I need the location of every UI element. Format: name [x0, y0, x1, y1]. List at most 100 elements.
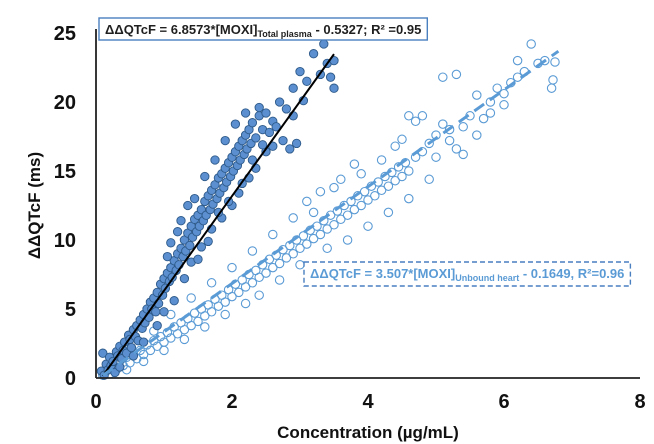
filled-data-point [264, 127, 275, 138]
fit-line-2 [101, 49, 560, 377]
x-axis-title: Concentration (µg/mL) [277, 423, 459, 442]
open-data-point [138, 349, 149, 360]
open-data-point [336, 174, 346, 185]
open-data-point [376, 185, 387, 196]
open-data-point [213, 301, 224, 311]
open-data-point [451, 144, 462, 154]
filled-data-point [166, 238, 176, 248]
open-data-point [274, 258, 285, 269]
filled-data-point [159, 307, 169, 317]
filled-data-point [257, 140, 268, 150]
open-data-point [363, 221, 373, 231]
y-tick-label: 5 [65, 299, 76, 321]
open-data-point [200, 322, 210, 332]
tick-labels-layer: 0 2 4 6 8 0 5 10 15 20 25 [54, 23, 646, 413]
open-data-point [356, 169, 366, 179]
equation-annotation-1: ΔΔQTcF = 6.8573*[MOXI]Total plasma - 0.5… [98, 17, 429, 41]
open-data-point [499, 88, 509, 99]
open-data-point [138, 356, 149, 367]
open-data-point [274, 275, 285, 285]
open-data-point [444, 124, 455, 135]
filled-data-point [152, 320, 162, 331]
filled-data-point [261, 108, 271, 118]
filled-data-point [285, 144, 295, 154]
open-data-point [390, 141, 400, 151]
filled-data-point [240, 108, 251, 118]
open-data-point [438, 72, 448, 82]
y-axis-title: ΔΔQTcF (ms) [25, 152, 44, 259]
open-data-point [478, 113, 489, 124]
open-data-point [526, 39, 536, 49]
y-tick-label: 25 [54, 23, 76, 45]
x-tick-label: 6 [498, 391, 509, 413]
axes-layer [95, 29, 640, 379]
open-data-point [234, 287, 244, 298]
x-tick-label: 8 [634, 391, 645, 413]
open-data-point [404, 166, 414, 176]
filled-data-point [210, 155, 220, 165]
open-data-point [458, 122, 468, 132]
open-data-point [546, 83, 557, 93]
open-data-point [329, 220, 339, 230]
open-data-point [550, 57, 560, 67]
filled-data-point [138, 337, 149, 347]
filled-data-point [98, 348, 108, 358]
fit-lines-layer [101, 49, 560, 377]
filled-data-point [302, 76, 312, 86]
open-data-point [322, 243, 332, 254]
open-data-point [172, 329, 183, 339]
filled-data-point [183, 200, 193, 211]
open-data-point [254, 272, 264, 283]
open-data-point [363, 195, 373, 205]
open-data-point [268, 262, 278, 273]
filled-data-point [325, 72, 336, 82]
open-data-point [220, 297, 230, 307]
open-data-point [261, 268, 271, 278]
open-data-point [200, 311, 210, 321]
filled-data-point [172, 227, 183, 237]
filled-data-point [271, 122, 281, 132]
open-data-point [485, 108, 496, 118]
open-data-point [472, 90, 482, 100]
open-data-point [298, 231, 309, 241]
open-data-point [220, 309, 230, 320]
open-data-point [390, 175, 400, 186]
open-data-point [288, 249, 298, 259]
open-data-point [380, 171, 390, 182]
open-data-point [179, 334, 190, 345]
open-data-point [451, 69, 462, 80]
filled-data-point [200, 171, 210, 182]
filled-data-point [288, 83, 298, 93]
open-data-point [548, 75, 558, 85]
open-data-point [315, 229, 326, 240]
open-data-point [189, 308, 200, 318]
open-data-point [540, 55, 550, 66]
filled-data-point [274, 97, 285, 107]
annotation-box [303, 261, 632, 287]
filled-data-point [247, 118, 258, 128]
filled-data-point [319, 39, 329, 49]
open-data-point [308, 233, 319, 244]
open-data-point [247, 278, 258, 288]
annotation-box [98, 17, 429, 41]
equation-annotation-2: ΔΔQTcF = 3.507*[MOXI]Unbound heart - 0.1… [303, 261, 632, 287]
filled-data-point [291, 138, 302, 149]
open-data-point [295, 260, 305, 270]
annotation-text: ΔΔQTcF = 6.8573*[MOXI]Total plasma - 0.5… [105, 22, 421, 39]
open-data-point [240, 298, 251, 309]
open-data-point [512, 55, 523, 66]
open-data-point [315, 186, 326, 197]
open-data-point [152, 341, 162, 352]
y-tick-label: 0 [65, 368, 76, 390]
filled-data-point [179, 273, 190, 284]
open-data-point [472, 130, 482, 140]
open-data-point [240, 282, 251, 292]
open-data-point [342, 210, 353, 220]
open-data-point [308, 207, 319, 218]
fit-line-1 [101, 53, 335, 377]
filled-data-point [176, 216, 186, 226]
filled-data-point [189, 193, 200, 204]
filled-data-point [251, 133, 261, 143]
open-data-point [376, 155, 387, 165]
filled-data-point [162, 251, 173, 262]
